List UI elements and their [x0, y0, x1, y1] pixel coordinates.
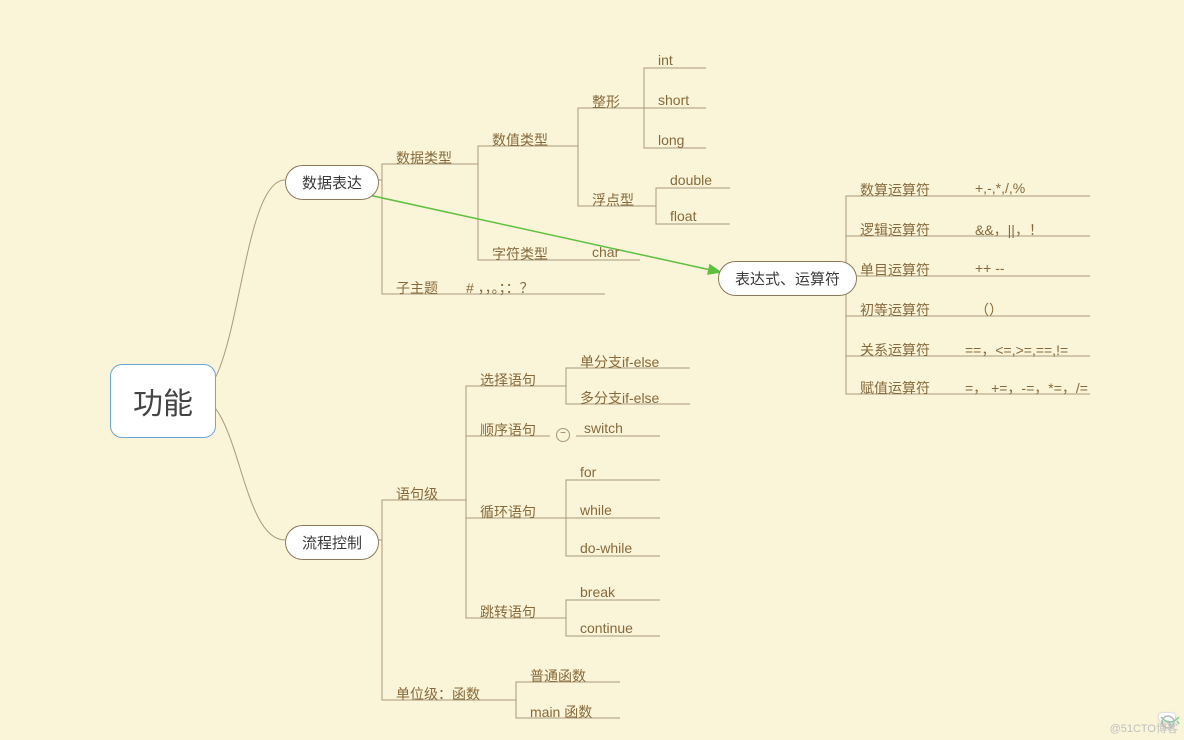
watermark: @51CTO博客 — [1110, 720, 1178, 736]
label-subtopic[interactable]: 子主题 — [396, 278, 438, 298]
node-label: 流程控制 — [302, 535, 362, 552]
node-expression-operator[interactable]: 表达式、运算符 — [718, 261, 857, 296]
value-op-arith: +,-,*,/,% — [975, 180, 1025, 196]
label-integer[interactable]: 整形 — [592, 92, 620, 112]
label-break[interactable]: break — [580, 584, 615, 600]
label-op-unary[interactable]: 单目运算符 — [860, 260, 930, 280]
label-char-type[interactable]: 字符类型 — [492, 244, 548, 264]
label-if-single[interactable]: 单分支if-else — [580, 352, 659, 372]
label-switch[interactable]: switch — [584, 420, 623, 436]
label-seq-stmt[interactable]: 顺序语句 — [480, 420, 536, 440]
value-op-assign: =， +=，-=，*=，/= — [965, 378, 1088, 398]
label-op-arith[interactable]: 数算运算符 — [860, 180, 930, 200]
label-short[interactable]: short — [658, 92, 689, 108]
label-jump-stmt[interactable]: 跳转语句 — [480, 602, 536, 622]
value-op-primary: （） — [975, 300, 1003, 320]
label-float[interactable]: float — [670, 208, 696, 224]
label-select-stmt[interactable]: 选择语句 — [480, 370, 536, 390]
node-label: 数据表达 — [302, 175, 362, 192]
label-loop-stmt[interactable]: 循环语句 — [480, 502, 536, 522]
value-op-unary: ++ -- — [975, 260, 1005, 276]
label-int[interactable]: int — [658, 52, 673, 68]
node-data-expression[interactable]: 数据表达 — [285, 165, 379, 200]
label-long[interactable]: long — [658, 132, 684, 148]
label-for[interactable]: for — [580, 464, 596, 480]
label-op-assign[interactable]: 赋值运算符 — [860, 378, 930, 398]
label-normal-fn[interactable]: 普通函数 — [530, 666, 586, 686]
value-op-logic: &&，||，！ — [975, 220, 1043, 240]
collapse-icon[interactable]: − — [556, 428, 570, 442]
label-float-type[interactable]: 浮点型 — [592, 190, 634, 210]
value-op-relation: ==，<=,>=,==,!= — [965, 340, 1068, 360]
label-continue[interactable]: continue — [580, 620, 633, 636]
label-dowhile[interactable]: do-while — [580, 540, 632, 556]
label-while[interactable]: while — [580, 502, 612, 518]
node-flow-control[interactable]: 流程控制 — [285, 525, 379, 560]
root-label: 功能 — [133, 388, 193, 421]
label-main-fn[interactable]: main 函数 — [530, 702, 592, 722]
label-subtopic-value: # ，，。；：？ — [466, 278, 534, 298]
label-op-primary[interactable]: 初等运算符 — [860, 300, 930, 320]
label-data-type[interactable]: 数据类型 — [396, 148, 452, 168]
label-op-logic[interactable]: 逻辑运算符 — [860, 220, 930, 240]
label-char[interactable]: char — [592, 244, 619, 260]
label-op-relation[interactable]: 关系运算符 — [860, 340, 930, 360]
label-double[interactable]: double — [670, 172, 712, 188]
root-node[interactable]: 功能 — [110, 364, 216, 438]
label-if-multi[interactable]: 多分支if-else — [580, 388, 659, 408]
node-label: 表达式、运算符 — [735, 271, 840, 288]
label-stmt-level[interactable]: 语句级 — [396, 484, 438, 504]
label-numeric-type[interactable]: 数值类型 — [492, 130, 548, 150]
label-unit-level[interactable]: 单位级：函数 — [396, 684, 480, 704]
